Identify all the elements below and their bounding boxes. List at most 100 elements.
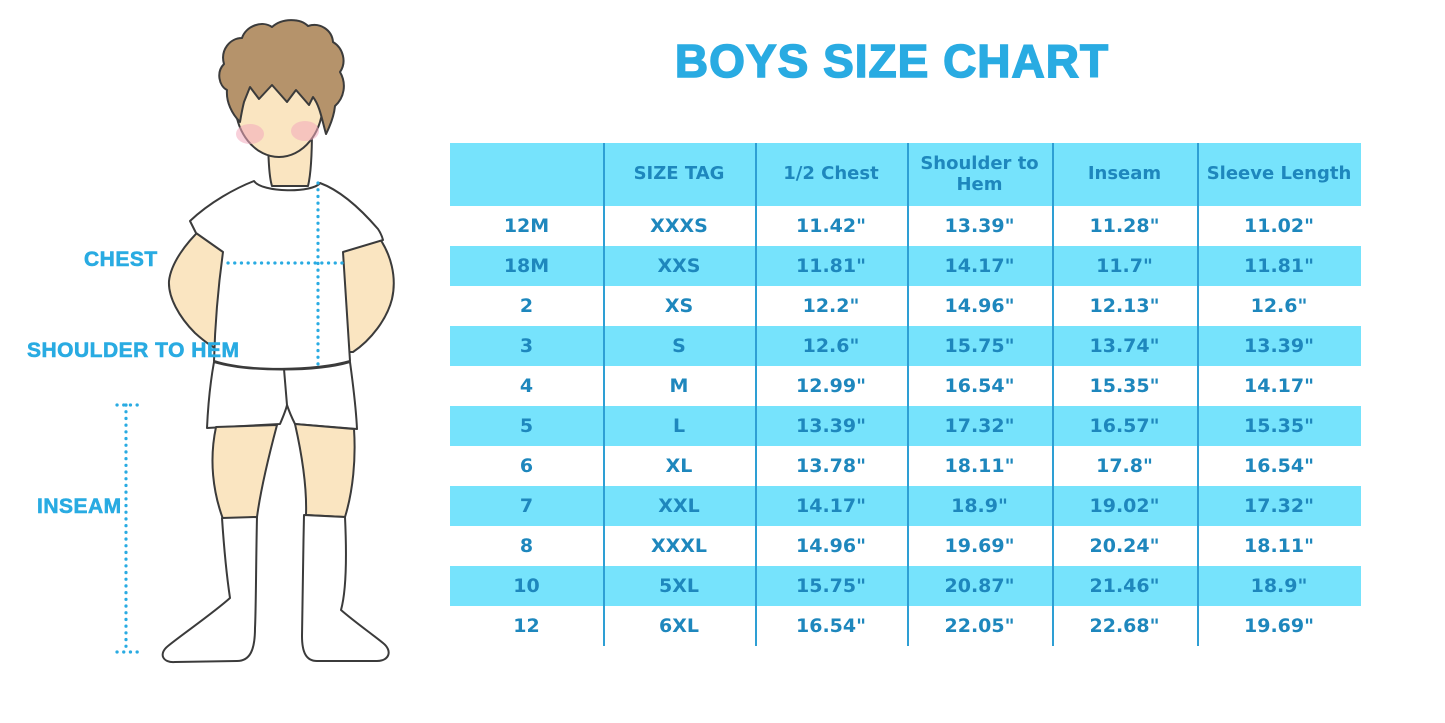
table-row: 2 XS 12.2" 14.96" 12.13" 12.6" [450, 286, 1361, 326]
value-cell: 18.9" [951, 495, 1008, 517]
header-cell-0 [450, 143, 603, 206]
size-cell: 5 [519, 415, 534, 437]
table-body: 12 M XXXS 11.42" 13.39" 11.28" 11.02" 18M XXS 11.… [450, 206, 1361, 646]
table-row: 10 5XL 15.75" 20.87" 21.46" 18.9" [450, 566, 1361, 606]
column-divider [755, 143, 757, 646]
table-row: 3 S 12.6" 15.75" 13.74" 13.39" [450, 326, 1361, 366]
size-cell: 4 [519, 375, 534, 397]
column-divider [907, 143, 909, 646]
value-cell: 13.39" [944, 215, 1015, 237]
boy-illustration [115, 19, 395, 664]
value-cell: 17.32" [944, 415, 1015, 437]
size-cell: 7 [519, 495, 534, 517]
value-cell: XL [665, 455, 693, 477]
value-cell: 15.35" [1089, 375, 1160, 397]
column-divider [1197, 143, 1199, 646]
value-cell: 22.68" [1089, 615, 1160, 637]
value-cell: 17.8" [1096, 455, 1153, 477]
right-cheek [291, 121, 319, 141]
table-row: 5 L 13.39" 17.32" 16.57" 15.35" [450, 406, 1361, 446]
size-cell: 18M [503, 255, 550, 277]
value-cell: M [669, 375, 689, 397]
value-cell: L [672, 415, 686, 437]
table-row: 12 6XL 16.54" 22.05" 22.68" 19.69" [450, 606, 1361, 646]
left-cheek [236, 124, 264, 144]
shoulder-to-hem-label: SHOULDER TO HEM [27, 339, 240, 363]
value-cell: 15.35" [1244, 415, 1314, 437]
table-header-row: SIZE TAG 1/2 Chest Shoulder to Hem Inseam Sl… [450, 143, 1361, 206]
value-cell: 13.39" [1244, 335, 1314, 357]
chest-label: CHEST [84, 248, 158, 272]
boy-shorts [206, 361, 358, 430]
size-cell: 6 [519, 455, 534, 477]
table-row: 4 M 12.99" 16.54" 15.35" 14.17" [450, 366, 1361, 406]
header-cell-2: 1/2 Chest [783, 163, 879, 185]
shorts-crease [283, 368, 288, 406]
size-cell: 8 [519, 535, 534, 557]
value-cell: 11.81" [796, 255, 866, 277]
value-cell: 16.54" [944, 375, 1015, 397]
value-cell: 14.17" [944, 255, 1015, 277]
value-cell: 11.7" [1096, 255, 1153, 277]
value-cell: 5XL [659, 575, 699, 597]
left-leg [211, 424, 278, 520]
value-cell: 13.78" [796, 455, 866, 477]
value-cell: 19.69" [1244, 615, 1314, 637]
value-cell: 18.11" [944, 455, 1015, 477]
value-cell: 17.32" [1244, 495, 1314, 517]
column-divider [1052, 143, 1054, 646]
table-row: 12M XXXS 11.42" 13.39" 11.28" 11.02" [450, 206, 1361, 246]
value-cell: 21.46" [1089, 575, 1160, 597]
value-cell: 14.96" [944, 295, 1015, 317]
value-cell: 12.6" [1250, 295, 1308, 317]
table-row: 8 XXXL 14.96" 19.69" 20.24" 18.11" [450, 526, 1361, 566]
value-cell: 18.9" [1250, 575, 1308, 597]
size-cell: 3 [519, 335, 534, 357]
value-cell: XXXL [650, 535, 708, 557]
value-cell: 16.57" [1089, 415, 1160, 437]
table-row: 18M XXS 11.81" 14.17" 11.7" 11.81" [450, 246, 1361, 286]
value-cell: XXXS [650, 215, 708, 237]
value-cell: 11.28" [1089, 215, 1160, 237]
size-cell: 2 [519, 295, 534, 317]
size-cell: 10 [513, 575, 540, 597]
value-cell: 11.42" [796, 215, 866, 237]
right-arm [336, 235, 395, 353]
inseam-label: INSEAM [37, 495, 122, 519]
right-sock [301, 514, 390, 662]
value-cell: 11.81" [1244, 255, 1314, 277]
header-cell-3: Shoulder to Hem [920, 152, 1039, 195]
value-cell: 13.74" [1089, 335, 1160, 357]
value-cell: 12.6" [802, 335, 860, 357]
value-cell: 16.54" [796, 615, 866, 637]
size-cell: 12 [513, 615, 540, 637]
page-title: BOYS SIZE CHART [674, 34, 1110, 88]
value-cell: XS [664, 295, 694, 317]
value-cell: XXS [657, 255, 701, 277]
column-divider [603, 143, 605, 646]
value-cell: 15.75" [944, 335, 1015, 357]
header-cell-5: Sleeve Length [1206, 163, 1352, 185]
header-cell-1: SIZE TAG [633, 163, 725, 185]
value-cell: 18.11" [1244, 535, 1314, 557]
value-cell: XXL [658, 495, 700, 517]
table-row: 6 XL 13.78" 18.11" 17.8" 16.54" [450, 446, 1361, 486]
left-sock [161, 516, 258, 664]
boy-hair [218, 19, 345, 135]
size-table: SIZE TAG 1/2 Chest Shoulder to Hem Inseam Sl… [450, 143, 1361, 646]
value-cell: 12.2" [802, 295, 860, 317]
value-cell: 12.99" [796, 375, 866, 397]
value-cell: 14.96" [796, 535, 866, 557]
value-cell: 20.24" [1089, 535, 1160, 557]
value-cell: 13.39" [796, 415, 866, 437]
value-cell: 12.13" [1089, 295, 1160, 317]
header-cell-4: Inseam [1087, 163, 1162, 185]
value-cell: 20.87" [944, 575, 1015, 597]
value-cell: 16.54" [1244, 455, 1314, 477]
value-cell: 22.05" [944, 615, 1015, 637]
right-leg [294, 423, 356, 518]
value-cell: 11.02" [1244, 215, 1314, 237]
boy-tshirt [189, 180, 384, 370]
value-cell: 14.17" [796, 495, 866, 517]
